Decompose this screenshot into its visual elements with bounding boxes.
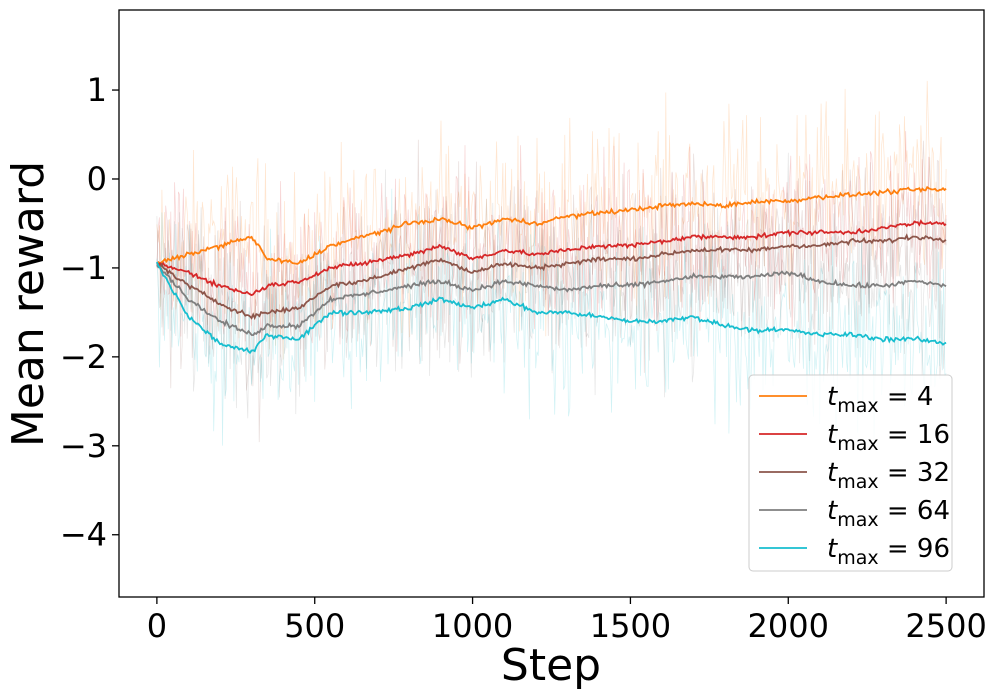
legend-label: tmax = 32	[827, 458, 950, 493]
x-axis-ticks: 0 500 1000 1500 2000 2500	[147, 597, 987, 645]
x-tick-label: 1500	[590, 607, 671, 645]
x-tick-label: 2500	[905, 607, 986, 645]
y-axis-ticks: −4 −3 −2 −1 0 1	[60, 71, 119, 554]
legend-label: tmax = 64	[827, 496, 950, 531]
x-axis-title: Step	[501, 640, 601, 691]
y-axis-title: Mean reward	[3, 161, 54, 447]
series-line-4	[156, 261, 947, 355]
x-tick-label: 2000	[748, 607, 829, 645]
series-lines	[156, 185, 947, 355]
x-tick-label: 500	[284, 607, 345, 645]
noise-band-1	[156, 131, 947, 352]
legend-box	[748, 374, 953, 572]
x-tick-label: 0	[147, 607, 167, 645]
y-tick-label: −3	[60, 427, 107, 465]
series-line-2	[156, 233, 947, 321]
series-line-3	[156, 264, 947, 337]
y-tick-label: −1	[60, 249, 107, 287]
series-line-1	[156, 219, 947, 297]
x-tick-label: 1000	[432, 607, 513, 645]
y-tick-label: −4	[60, 516, 107, 554]
noise-band-4	[156, 188, 947, 446]
y-tick-label: 0	[87, 160, 107, 198]
legend-label: tmax = 4	[827, 382, 933, 417]
y-tick-label: 1	[87, 71, 107, 109]
legend-label: tmax = 96	[827, 534, 950, 569]
y-tick-label: −2	[60, 338, 107, 376]
plot-frame	[118, 9, 985, 598]
noise-band-2	[156, 139, 947, 443]
noise-band-3	[156, 152, 947, 419]
series-line-0	[156, 185, 947, 265]
legend-label: tmax = 16	[827, 420, 950, 455]
noise-bands	[156, 80, 947, 446]
